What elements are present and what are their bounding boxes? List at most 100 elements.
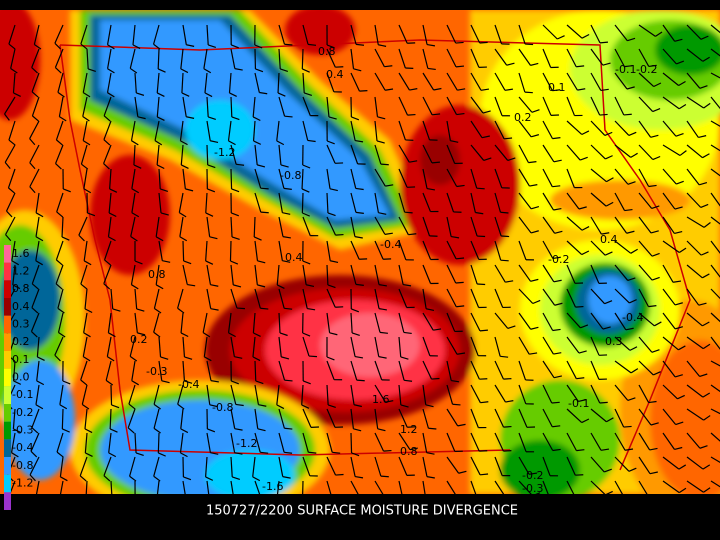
barb-shaft <box>614 288 630 304</box>
barb-shaft <box>638 168 650 187</box>
barb-shaft <box>302 264 307 285</box>
barb-shaft <box>590 480 606 494</box>
wind-barb <box>422 72 442 91</box>
barb-flag <box>128 403 136 410</box>
wind-barb <box>350 48 362 72</box>
wind-barb <box>326 360 343 381</box>
barb-flag <box>330 260 339 263</box>
wind-barb <box>494 120 513 140</box>
barb-flag <box>87 68 96 72</box>
contour-label: -1.6 <box>262 480 283 493</box>
wind-barb <box>446 456 467 474</box>
contour-label: -0.4 <box>622 311 643 324</box>
legend-swatch <box>4 280 11 298</box>
wind-barb <box>422 360 440 380</box>
wind-barb <box>662 432 683 450</box>
wind-barb <box>134 480 136 494</box>
barb-shaft <box>470 288 480 308</box>
barb-flag <box>576 498 584 499</box>
wind-barb <box>326 336 335 361</box>
wind-barb <box>518 456 538 475</box>
barb-shaft <box>86 48 89 70</box>
wind-barb <box>518 240 534 261</box>
wind-barb <box>31 48 40 74</box>
barb-flag <box>282 212 291 215</box>
barb-flag <box>135 452 144 457</box>
barb-flag <box>283 187 292 190</box>
barb-shaft <box>252 336 256 357</box>
wind-barb <box>86 48 96 72</box>
barb-shaft <box>638 72 655 87</box>
barb-shaft <box>566 192 580 210</box>
barb-flag <box>581 418 590 424</box>
barb-flag <box>131 212 140 218</box>
barb-flag <box>210 380 219 383</box>
barb-flag <box>355 211 364 214</box>
barb-shaft <box>566 432 577 451</box>
wind-barb <box>301 384 310 409</box>
barb-shaft <box>374 456 382 477</box>
barb-shaft <box>494 360 504 380</box>
wind-barb <box>227 120 236 146</box>
barb-flag <box>648 64 657 68</box>
wind-barb <box>350 168 364 191</box>
barb-flag <box>181 164 189 169</box>
legend-label: 0.0 <box>12 371 30 384</box>
wind-barb <box>638 384 657 404</box>
barb-shaft <box>31 48 40 68</box>
barb-flag <box>11 452 19 458</box>
legend-swatch <box>4 315 11 334</box>
barb-flag <box>203 68 212 74</box>
barb-flag <box>503 378 512 380</box>
wind-barb <box>470 288 487 309</box>
barb-shaft <box>686 432 701 449</box>
wind-barb <box>130 120 139 146</box>
wind-barb <box>590 456 612 473</box>
barb-flag <box>257 428 266 432</box>
barb-shaft <box>590 24 601 44</box>
wind-barb <box>30 312 40 338</box>
barb-shaft <box>470 336 479 356</box>
wind-barb <box>542 384 560 404</box>
barb-flag <box>207 164 216 169</box>
wind-barb <box>134 312 146 336</box>
barb-shaft <box>710 48 720 57</box>
barb-flag <box>56 259 63 266</box>
barb-shaft <box>56 192 64 213</box>
barb-flag <box>630 152 638 158</box>
barb-shaft <box>326 360 335 380</box>
barb-flag <box>306 284 315 288</box>
wind-barb <box>518 48 539 66</box>
barb-shaft <box>422 336 431 356</box>
barb-shaft <box>33 24 40 45</box>
barb-flag <box>428 427 437 430</box>
wind-barb <box>12 360 22 385</box>
barb-shaft <box>398 24 408 44</box>
barb-flag <box>234 501 242 503</box>
barb-shaft <box>446 216 452 237</box>
barb-flag <box>476 187 485 190</box>
wind-barb <box>206 216 218 240</box>
wind-barb <box>518 144 537 164</box>
barb-shaft <box>662 216 675 234</box>
wind-barb <box>374 144 389 166</box>
wind-barb <box>204 72 213 98</box>
barb-shaft <box>302 96 311 116</box>
barb-flag <box>702 321 710 327</box>
barb-flag <box>552 425 561 428</box>
wind-barb <box>446 288 465 308</box>
wind-barb <box>180 408 189 434</box>
wind-barb <box>105 360 114 386</box>
barb-shaft <box>350 312 353 334</box>
wind-barb <box>56 192 64 218</box>
legend-swatch <box>4 245 11 263</box>
wind-barb <box>157 48 166 73</box>
barb-flag <box>431 377 440 380</box>
wind-barb <box>350 408 362 432</box>
barb-flag <box>678 464 687 470</box>
barb-flag <box>205 212 214 217</box>
barb-shaft <box>82 336 88 357</box>
wind-barb <box>35 480 40 494</box>
barb-flag <box>354 236 363 239</box>
wind-barb <box>566 72 586 91</box>
